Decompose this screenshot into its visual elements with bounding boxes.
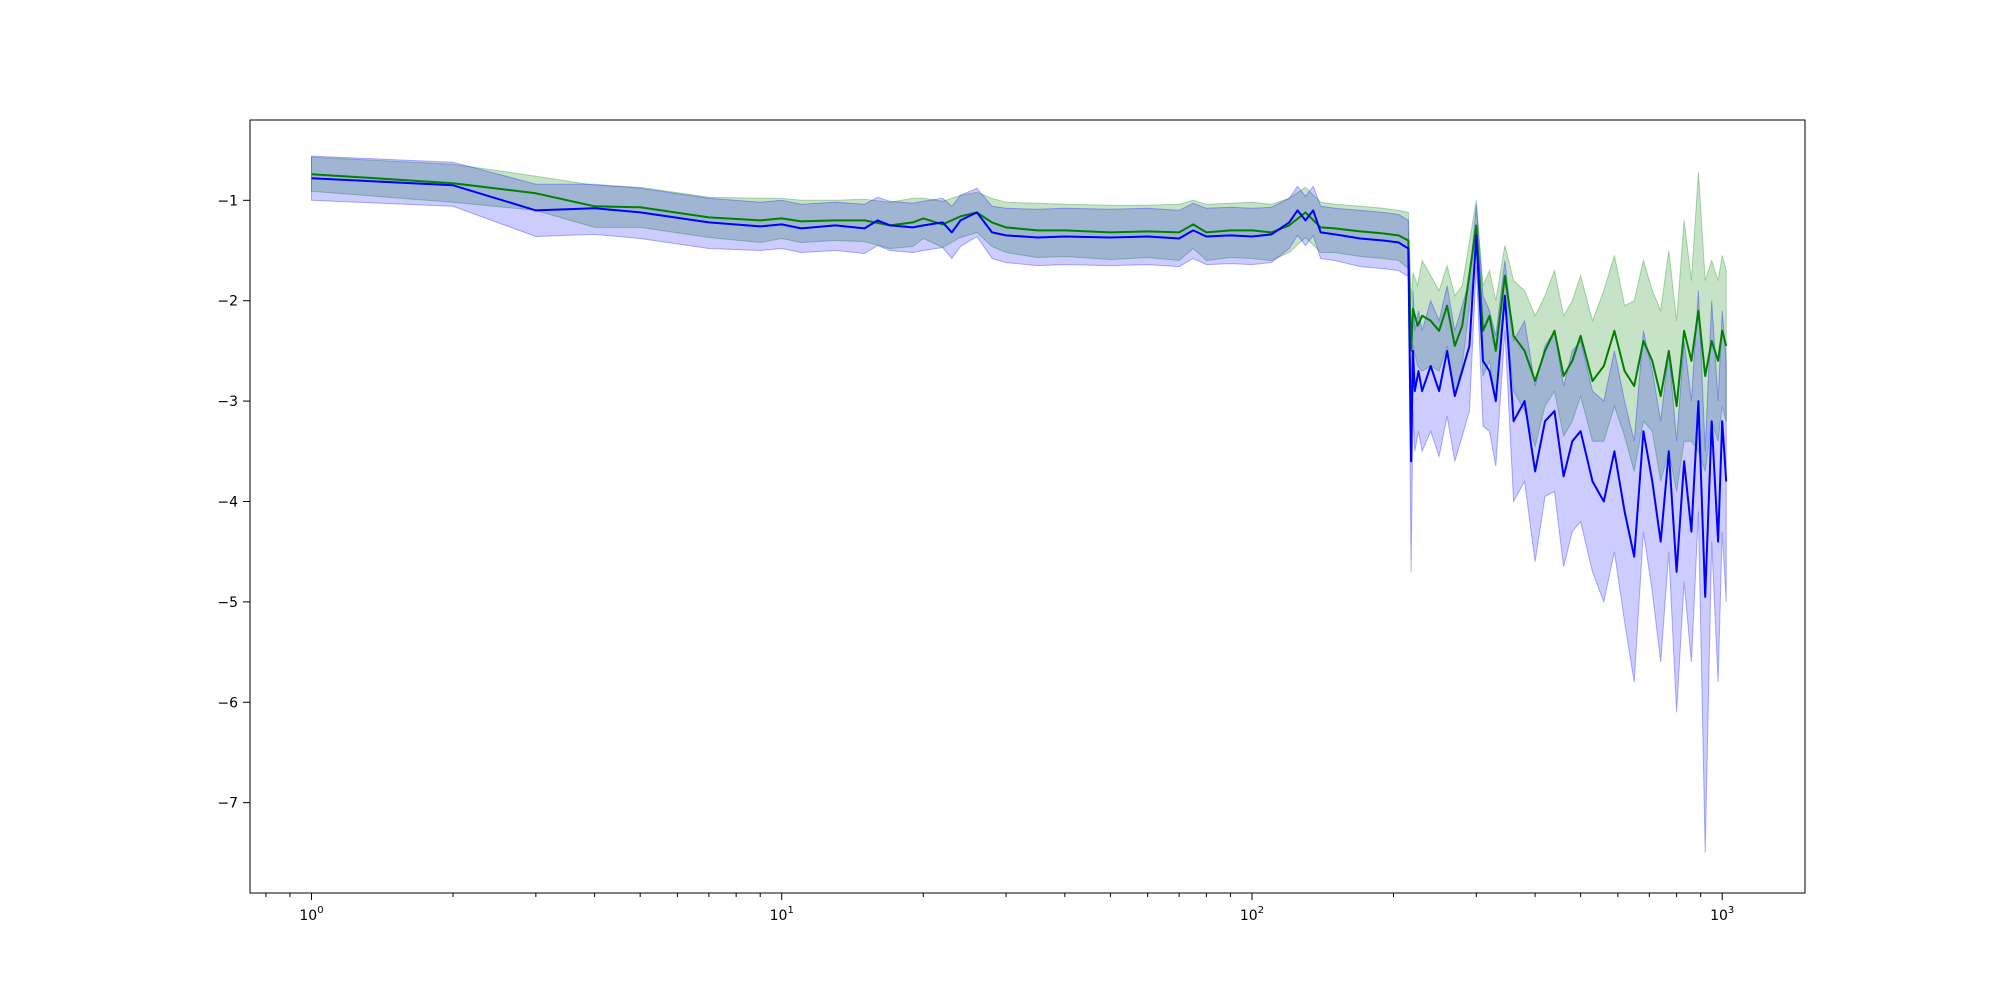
plot-frame [249,119,1806,894]
series-2-band [311,155,1727,853]
x-axis: 100 101 102 103 [265,893,1734,924]
x-tick-label: 103 [1710,905,1734,924]
y-tick-label: −1 [217,193,238,209]
x-tick-label: 100 [299,905,323,924]
y-tick-label: −3 [217,394,238,410]
y-tick-label: −7 [217,796,238,812]
series-2-line [311,177,1728,598]
error-bands [311,155,1727,853]
x-tick-label: 101 [770,905,794,924]
y-tick-label: −4 [217,494,238,510]
series-lines [311,173,1728,598]
series-1-band [311,156,1727,492]
y-axis: −1 −2 −3 −4 −5 −6 −7 [217,193,250,812]
series-1-line [311,173,1728,408]
y-tick-label: −6 [217,695,238,711]
x-tick-label: 102 [1240,905,1264,924]
y-tick-label: −5 [217,595,238,611]
y-tick-label: −2 [217,294,238,310]
